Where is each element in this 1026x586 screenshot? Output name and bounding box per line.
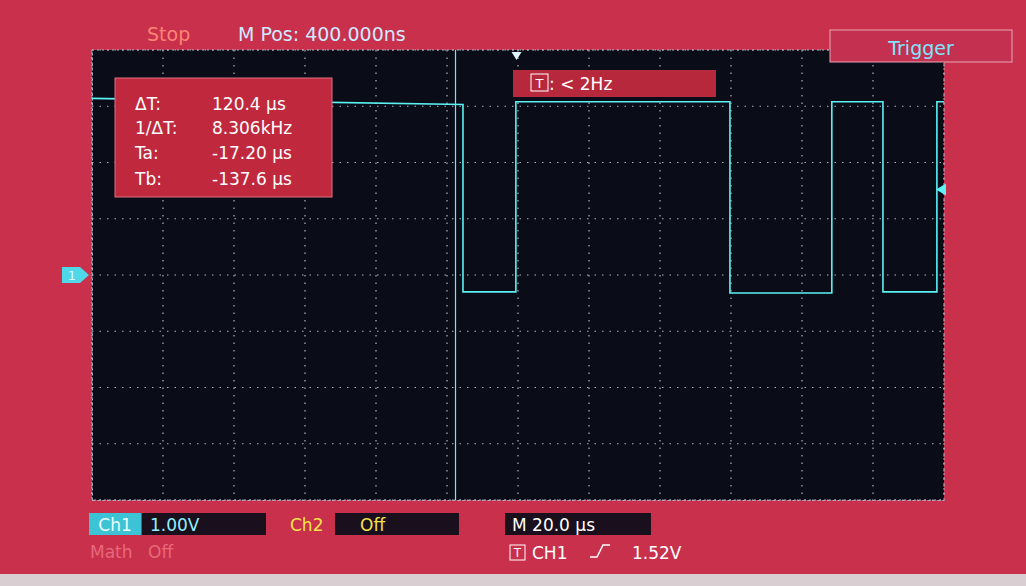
trigger-position-marker bbox=[512, 52, 522, 60]
grid-line-x bbox=[801, 50, 802, 500]
measurement-value: -17.20 µs bbox=[212, 143, 292, 163]
grid-line-x bbox=[446, 50, 447, 500]
ch1-box bbox=[89, 513, 141, 535]
ch1-scale-box bbox=[142, 513, 266, 535]
timebase-box bbox=[505, 513, 651, 535]
grid-line-y bbox=[92, 274, 944, 275]
status: Stop bbox=[147, 23, 190, 45]
ch2-label: Ch2 bbox=[290, 515, 323, 535]
measurement-label: 1/ΔT: bbox=[135, 118, 177, 138]
menu-title: Trigger bbox=[887, 37, 954, 59]
ground-marker-label: 1 bbox=[68, 268, 76, 283]
timebase: M 20.0 µs bbox=[512, 515, 595, 535]
math-state: Off bbox=[148, 542, 174, 562]
trigger-icon-box bbox=[510, 545, 525, 560]
ch1-label: Ch1 bbox=[98, 515, 131, 535]
grid-line-y bbox=[92, 331, 944, 332]
trigger-level-label: 1.52V bbox=[632, 543, 682, 563]
menu-title-box bbox=[830, 30, 1012, 62]
trigger-icon: T bbox=[513, 546, 522, 560]
plot-frame bbox=[92, 50, 944, 500]
math-label: Math bbox=[90, 542, 133, 562]
background bbox=[0, 0, 1026, 586]
trigger-info-box bbox=[513, 70, 716, 97]
trigger-info: : < 2Hz bbox=[549, 74, 612, 94]
ch2-state-box bbox=[335, 513, 459, 535]
grid-line-y bbox=[92, 443, 944, 444]
bezel-edge bbox=[0, 574, 1026, 586]
trigger-source: CH1 bbox=[532, 543, 567, 563]
measurement-value: -137.6 µs bbox=[212, 169, 292, 189]
measurement-label: Ta: bbox=[134, 143, 159, 163]
grid-line-y bbox=[92, 387, 944, 388]
trigger-level-marker bbox=[936, 184, 946, 196]
edge-symbol bbox=[590, 545, 610, 557]
measurement-value: 8.306kHz bbox=[212, 118, 292, 138]
ch1-scale: 1.00V bbox=[150, 515, 200, 535]
measurement-label: Tb: bbox=[134, 169, 162, 189]
ch2-state: Off bbox=[360, 515, 386, 535]
grid-line-x bbox=[375, 50, 376, 500]
measurement-value: 120.4 µs bbox=[212, 94, 286, 114]
position-label: M Pos: 400.000ns bbox=[238, 23, 406, 45]
grid bbox=[92, 50, 944, 500]
grid-line-x bbox=[517, 50, 518, 500]
grid-line-y bbox=[92, 218, 944, 219]
cursor-line bbox=[455, 50, 456, 500]
grid-line-x bbox=[659, 50, 660, 500]
trigger-icon: T bbox=[535, 76, 544, 91]
trigger-icon-box bbox=[531, 74, 548, 91]
grid-line-x bbox=[588, 50, 589, 500]
scope-screen: 1 Stop M Pos: 400.000ns Trigger ΔT: 120.4 µs 1… bbox=[0, 0, 1026, 586]
ground-marker bbox=[62, 267, 89, 283]
data-group bbox=[92, 50, 944, 500]
plot-area bbox=[92, 50, 944, 500]
measurement-box bbox=[115, 78, 332, 197]
measurement-label: ΔT: bbox=[135, 94, 161, 114]
